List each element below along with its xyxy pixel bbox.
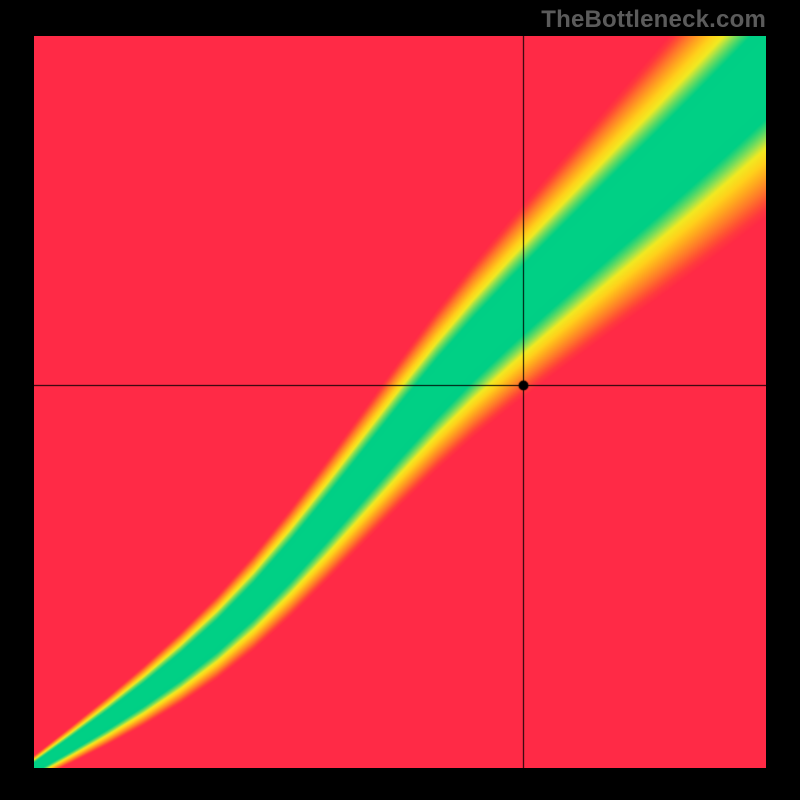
- watermark-text: TheBottleneck.com: [541, 6, 766, 34]
- chart-root: TheBottleneck.com: [0, 0, 800, 800]
- heatmap-canvas: [34, 36, 766, 768]
